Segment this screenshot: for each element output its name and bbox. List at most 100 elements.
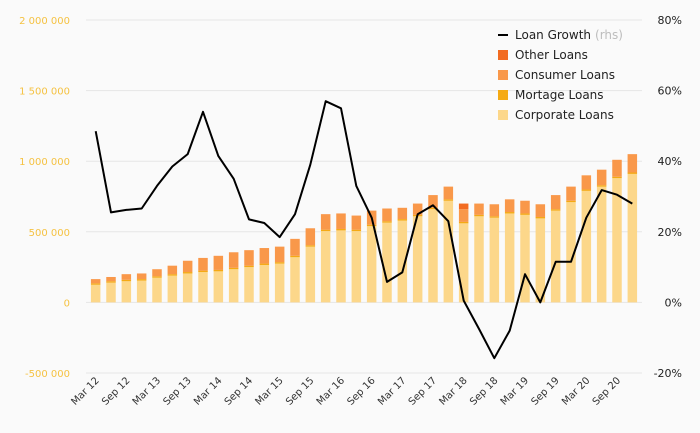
bar-consumer-loans — [198, 257, 208, 271]
bar-mortage-loans — [320, 229, 331, 232]
bar-corporate-loans — [136, 280, 147, 303]
bar-corporate-loans — [428, 209, 438, 303]
x-tick-label: Sep 18 — [468, 375, 500, 407]
bar-corporate-loans — [228, 269, 239, 303]
bar-corporate-loans — [412, 216, 423, 303]
legend-label: Mortage Loans — [515, 88, 604, 102]
bar-consumer-loans — [182, 260, 193, 273]
bar-consumer-loans — [550, 195, 561, 210]
bar-mortage-loans — [121, 279, 132, 282]
left-tick-label: 1 500 000 — [19, 87, 70, 98]
x-tick-label: Mar 20 — [560, 375, 592, 407]
bar-consumer-loans — [320, 214, 331, 230]
bar-mortage-loans — [489, 216, 500, 218]
bar-mortage-loans — [566, 200, 576, 203]
bar-consumer-loans — [428, 195, 438, 208]
right-tick-label: 0% — [665, 296, 682, 309]
bar-corporate-loans — [474, 216, 484, 303]
x-tick-label: Sep 12 — [100, 375, 132, 407]
legend-swatch — [498, 90, 508, 100]
bar-consumer-loans — [443, 186, 454, 200]
bar-corporate-loans — [259, 264, 270, 303]
bar-mortage-loans — [581, 189, 592, 191]
bar-consumer-loans — [336, 213, 346, 229]
bar-mortage-loans — [136, 279, 147, 281]
line-layer — [94, 100, 633, 360]
bar-consumer-loans — [489, 204, 500, 217]
bar-corporate-loans — [535, 218, 546, 303]
bar-consumer-loans — [228, 252, 239, 268]
bar-corporate-loans — [244, 267, 254, 303]
bar-mortage-loans — [351, 229, 362, 232]
left-tick-label: -500 000 — [25, 369, 70, 380]
bar-consumer-loans — [596, 169, 607, 186]
bar-consumer-loans — [627, 154, 638, 173]
bar-mortage-loans — [550, 209, 561, 211]
bar-consumer-loans — [520, 200, 530, 214]
loan-growth-line — [94, 100, 633, 360]
bar-corporate-loans — [121, 281, 132, 303]
bar-consumer-loans — [106, 276, 116, 282]
bar-consumer-loans — [612, 159, 622, 177]
x-tick-label: Mar 17 — [376, 375, 408, 407]
x-tick-label: Sep 14 — [223, 375, 255, 407]
bar-corporate-loans — [152, 277, 162, 303]
bar-corporate-loans — [305, 246, 316, 303]
bar-corporate-loans — [489, 217, 500, 303]
bar-consumer-loans — [167, 265, 178, 275]
bar-mortage-loans — [90, 283, 101, 285]
bar-mortage-loans — [443, 199, 454, 201]
bar-corporate-loans — [182, 273, 193, 303]
bar-mortage-loans — [106, 281, 116, 283]
bar-consumer-loans — [581, 175, 592, 190]
bar-corporate-loans — [397, 220, 408, 303]
bar-corporate-loans — [382, 222, 392, 303]
bar-consumer-loans — [274, 246, 285, 263]
bar-consumer-loans — [213, 255, 224, 270]
bar-consumer-loans — [152, 269, 162, 277]
bar-mortage-loans — [474, 214, 484, 217]
legend-swatch — [498, 50, 508, 60]
x-tick-label: Mar 16 — [315, 375, 347, 407]
x-tick-label: Mar 15 — [253, 375, 285, 407]
bar-mortage-loans — [198, 270, 208, 273]
bar-consumer-loans — [412, 203, 423, 215]
left-tick-label: 0 — [64, 298, 70, 309]
bar-consumer-loans — [305, 228, 316, 246]
legend-swatch — [498, 70, 508, 80]
right-axis: -20% 0% 20% 40% 60% 80% — [654, 14, 682, 380]
legend-label: Corporate Loans — [515, 108, 614, 122]
bar-corporate-loans — [290, 257, 300, 303]
bar-corporate-loans — [520, 214, 530, 303]
right-tick-label: -20% — [654, 367, 682, 380]
x-tick-label: Sep 20 — [591, 375, 623, 407]
bar-consumer-loans — [458, 209, 469, 222]
x-tick-label: Mar 13 — [131, 375, 163, 407]
bar-corporate-loans — [213, 271, 224, 303]
bar-corporate-loans — [550, 210, 561, 303]
right-tick-label: 60% — [658, 85, 682, 98]
bar-mortage-loans — [504, 212, 515, 214]
bar-corporate-loans — [458, 223, 469, 303]
bar-mortage-loans — [305, 245, 316, 247]
bar-corporate-loans — [612, 178, 622, 303]
bar-consumer-loans — [535, 204, 546, 217]
bar-consumer-loans — [504, 199, 515, 213]
bar-mortage-loans — [612, 176, 622, 179]
x-tick-label: Mar 18 — [437, 375, 469, 407]
bar-mortage-loans — [535, 216, 546, 219]
bar-corporate-loans — [627, 173, 638, 303]
bar-mortage-loans — [627, 172, 638, 174]
bar-mortage-loans — [228, 267, 239, 270]
legend-rhs-suffix: (rhs) — [595, 28, 623, 42]
bar-consumer-loans — [351, 215, 362, 230]
bar-consumer-loans — [397, 207, 408, 220]
x-tick-label: Sep 17 — [407, 375, 439, 407]
bar-mortage-loans — [152, 276, 162, 278]
bar-corporate-loans — [274, 263, 285, 303]
bar-consumer-loans — [121, 274, 132, 280]
bar-mortage-loans — [596, 185, 607, 187]
x-tick-label: Sep 13 — [161, 375, 193, 407]
